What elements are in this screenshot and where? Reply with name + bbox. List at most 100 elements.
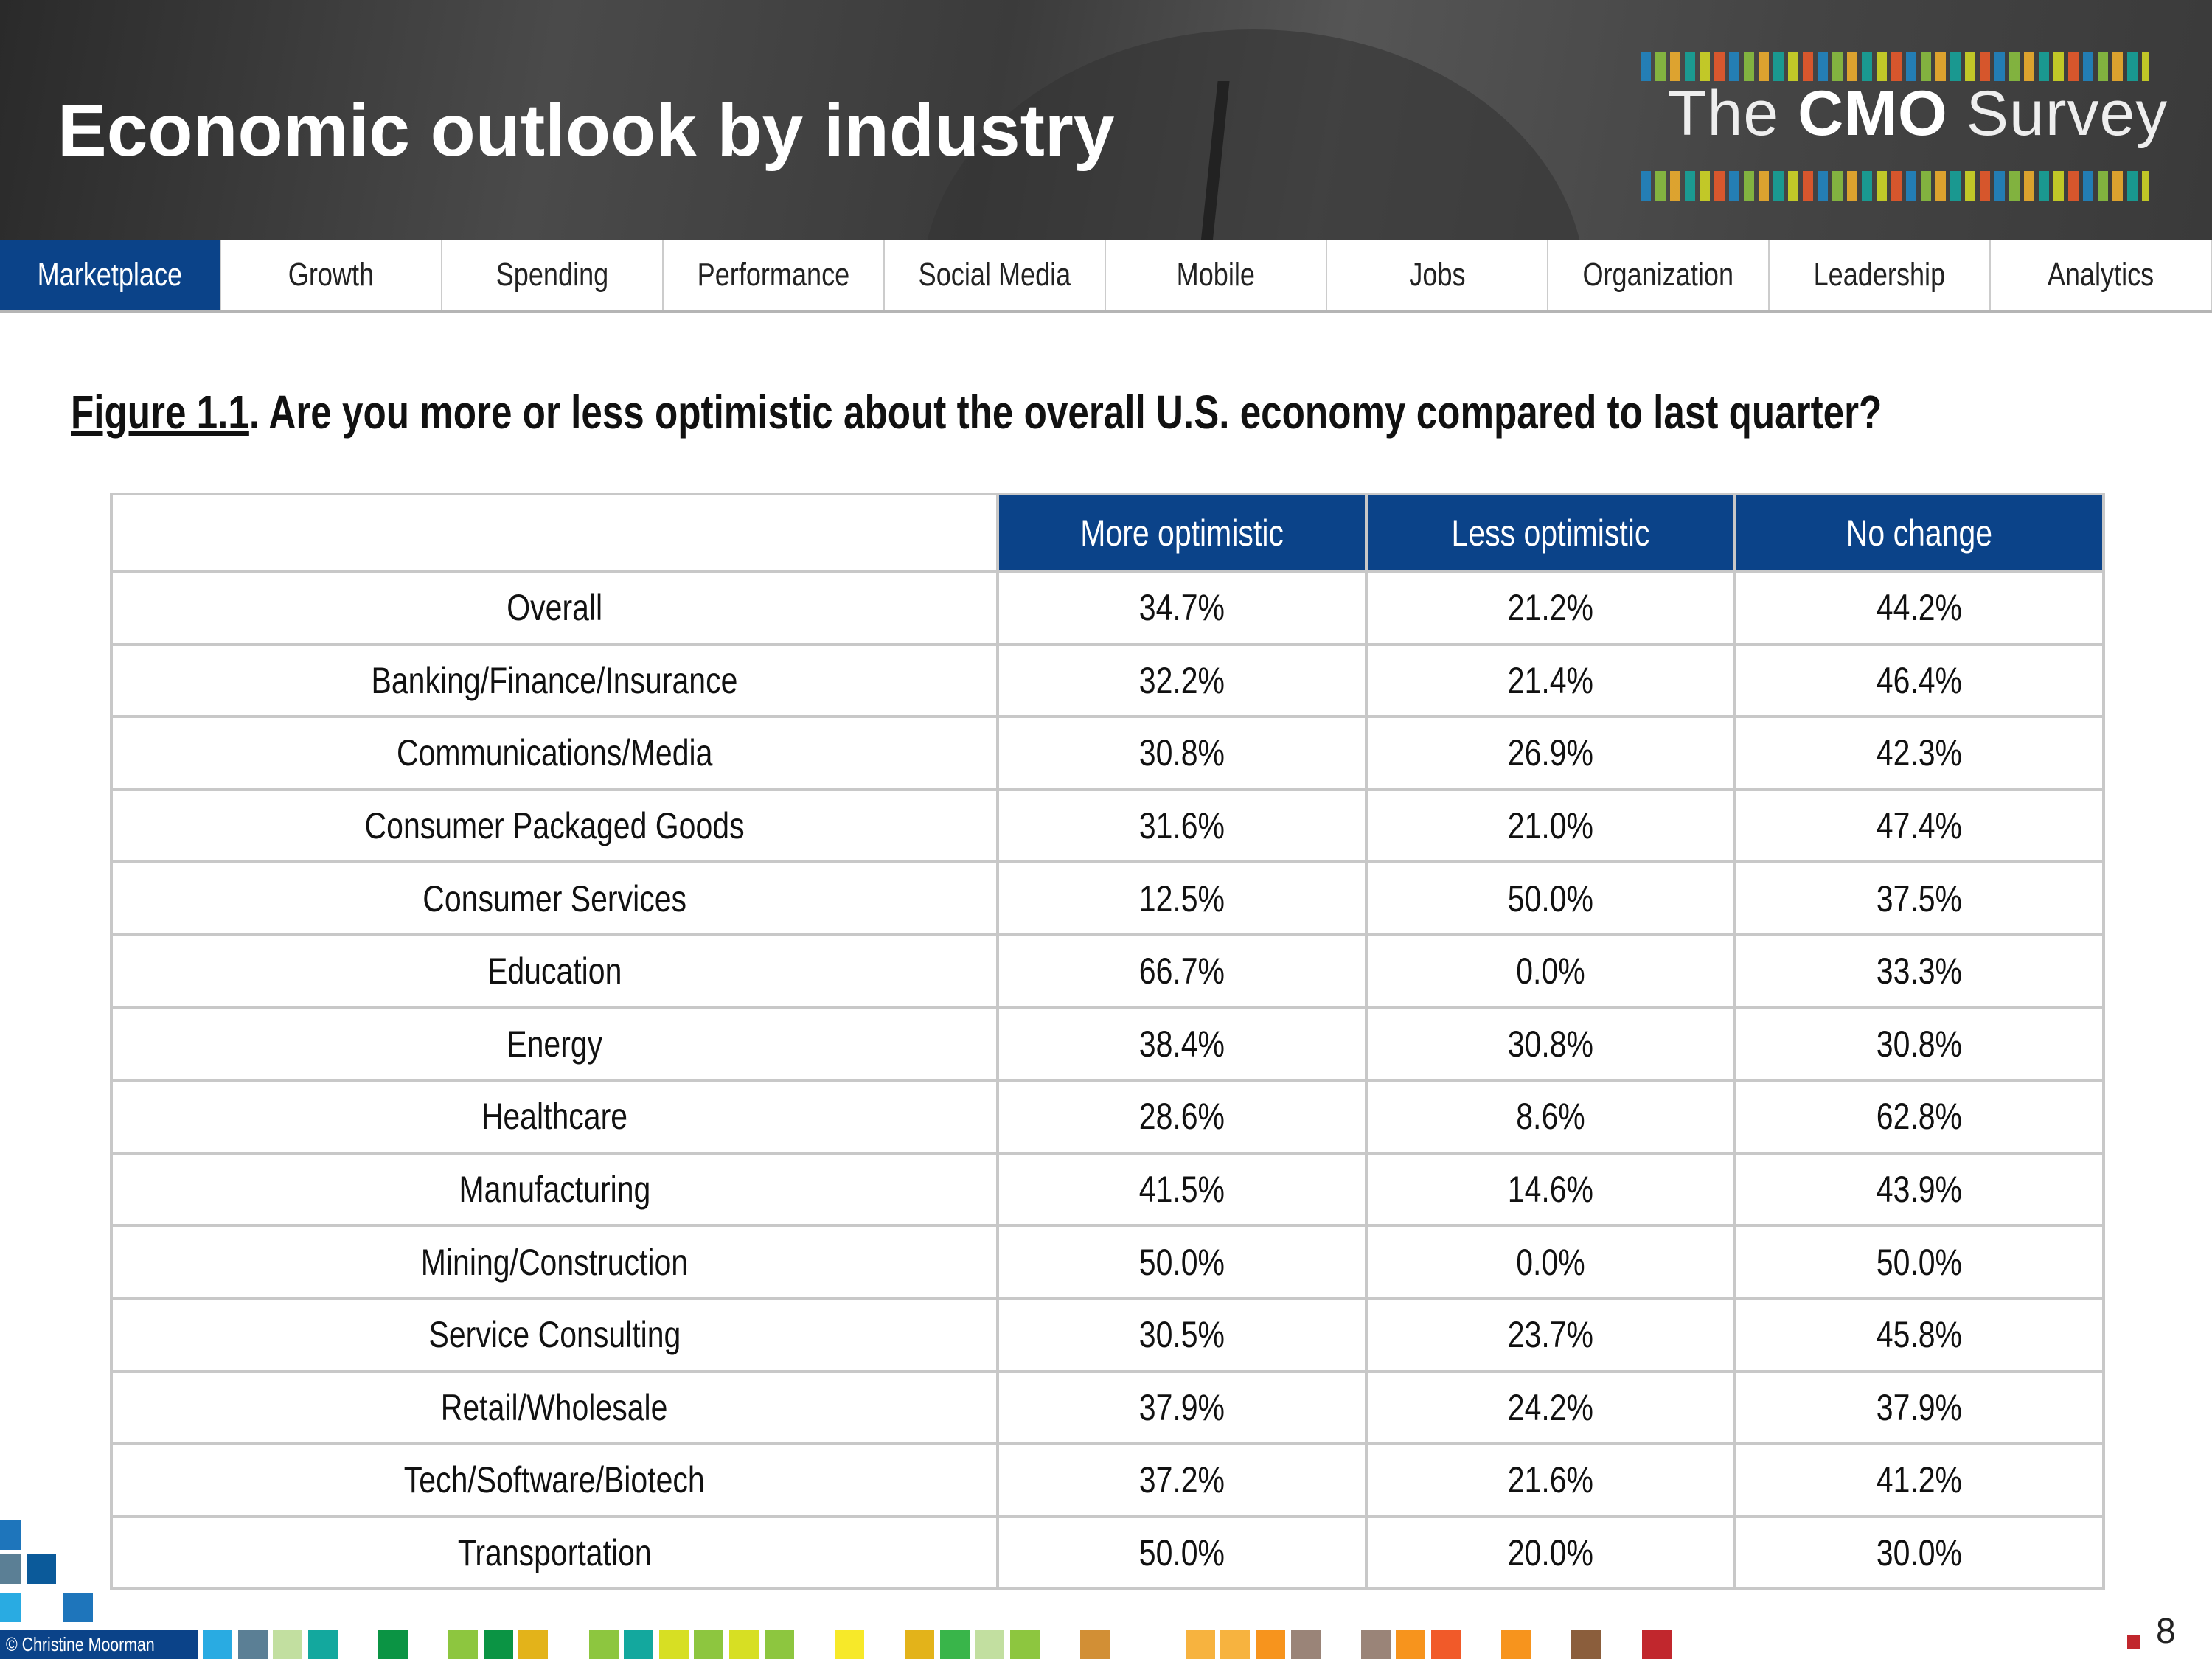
table-row: Retail/Wholesale 37.9% 24.2% 37.9% [110, 1369, 2105, 1446]
tab-label: Social Media [918, 257, 1071, 293]
tab-label: Marketplace [37, 257, 183, 293]
tab-label: Organization [1582, 257, 1734, 293]
value-cell: 37.2% [996, 1442, 1368, 1518]
table-row: Banking/Finance/Insurance 32.2% 21.4% 46.4% [110, 642, 2105, 719]
color-block [1220, 1630, 1251, 1659]
table-row: Service Consulting 30.5% 23.7% 45.8% [110, 1296, 2105, 1373]
color-block [483, 1630, 513, 1659]
tab-growth[interactable]: Growth [221, 240, 442, 310]
value-cell: 30.5% [996, 1296, 1368, 1373]
value-cell: 43.9% [1733, 1151, 2105, 1228]
value-cell: 50.0% [996, 1224, 1368, 1300]
table-row: Overall 34.7% 21.2% 44.2% [110, 570, 2105, 646]
publisher-logo [2127, 1635, 2140, 1649]
color-block [729, 1630, 759, 1659]
tab-jobs[interactable]: Jobs [1327, 240, 1548, 310]
value-cell: 21.0% [1365, 787, 1736, 864]
logo-pixels-bottom [1641, 171, 2149, 201]
value-cell: 31.6% [996, 787, 1368, 864]
table-row: Energy 38.4% 30.8% 30.8% [110, 1006, 2105, 1082]
color-block [1571, 1630, 1601, 1659]
decorative-square [0, 1520, 21, 1550]
value-cell: 41.5% [996, 1151, 1368, 1228]
color-block [448, 1630, 479, 1659]
industry-cell: Transportation [110, 1514, 999, 1591]
header-blank [110, 493, 999, 573]
tab-analytics[interactable]: Analytics [1991, 240, 2212, 310]
value-cell: 21.2% [1365, 570, 1736, 646]
color-block [1431, 1630, 1461, 1659]
cmo-survey-logo: The CMO Survey [1668, 78, 2168, 149]
value-cell: 38.4% [996, 1006, 1368, 1082]
value-cell: 50.0% [996, 1514, 1368, 1591]
color-block [834, 1630, 864, 1659]
color-block [1501, 1630, 1531, 1659]
table-row: Healthcare 28.6% 8.6% 62.8% [110, 1079, 2105, 1155]
color-block [518, 1630, 549, 1659]
industry-cell: Consumer Packaged Goods [110, 787, 999, 864]
industry-cell: Overall [110, 570, 999, 646]
color-block [1396, 1630, 1426, 1659]
tab-mobile[interactable]: Mobile [1106, 240, 1327, 310]
tab-social-media[interactable]: Social Media [885, 240, 1106, 310]
industry-cell: Tech/Software/Biotech [110, 1442, 999, 1518]
copyright: © Christine Moorman [0, 1630, 198, 1659]
color-block [307, 1630, 338, 1659]
color-block [624, 1630, 654, 1659]
value-cell: 24.2% [1365, 1369, 1736, 1446]
value-cell: 47.4% [1733, 787, 2105, 864]
industry-cell: Manufacturing [110, 1151, 999, 1228]
table-row: Education 66.7% 0.0% 33.3% [110, 933, 2105, 1009]
figure-title: Figure 1.1. Are you more or less optimis… [71, 386, 1882, 439]
color-block [658, 1630, 689, 1659]
color-block [1360, 1630, 1391, 1659]
industry-cell: Mining/Construction [110, 1224, 999, 1300]
value-cell: 62.8% [1733, 1079, 2105, 1155]
tab-spending[interactable]: Spending [442, 240, 664, 310]
column-header: No change [1733, 493, 2105, 573]
tab-label: Spending [495, 257, 609, 293]
color-block [939, 1630, 970, 1659]
color-block [1641, 1630, 1672, 1659]
value-cell: 50.0% [1365, 860, 1736, 936]
value-cell: 46.4% [1733, 642, 2105, 719]
tab-label: Performance [697, 257, 850, 293]
tab-organization[interactable]: Organization [1548, 240, 1770, 310]
color-block [764, 1630, 794, 1659]
value-cell: 21.4% [1365, 642, 1736, 719]
value-cell: 30.0% [1733, 1514, 2105, 1591]
page-title: Economic outlook by industry [58, 89, 1115, 172]
data-table: More optimistic Less optimistic No chang… [110, 493, 2105, 1591]
value-cell: 14.6% [1365, 1151, 1736, 1228]
decorative-square [63, 1593, 93, 1622]
value-cell: 0.0% [1365, 1224, 1736, 1300]
value-cell: 34.7% [996, 570, 1368, 646]
industry-cell: Healthcare [110, 1079, 999, 1155]
tab-label: Jobs [1408, 257, 1466, 293]
value-cell: 0.0% [1365, 933, 1736, 1009]
value-cell: 41.2% [1733, 1442, 2105, 1518]
color-block [905, 1630, 934, 1659]
color-block [588, 1630, 619, 1659]
color-block [1256, 1630, 1285, 1659]
tab-marketplace[interactable]: Marketplace [0, 240, 221, 310]
color-block [975, 1630, 1005, 1659]
tab-leadership[interactable]: Leadership [1770, 240, 1991, 310]
tab-performance[interactable]: Performance [664, 240, 885, 310]
decorative-square [27, 1554, 56, 1584]
value-cell: 50.0% [1733, 1224, 2105, 1300]
value-cell: 26.9% [1365, 715, 1736, 791]
industry-cell: Banking/Finance/Insurance [110, 642, 999, 719]
table-row: Communications/Media 30.8% 26.9% 42.3% [110, 715, 2105, 791]
color-block [203, 1630, 232, 1659]
value-cell: 37.9% [1733, 1369, 2105, 1446]
table-row: Tech/Software/Biotech 37.2% 21.6% 41.2% [110, 1442, 2105, 1518]
table-row: Manufacturing 41.5% 14.6% 43.9% [110, 1151, 2105, 1228]
decorative-square [0, 1554, 21, 1584]
value-cell: 42.3% [1733, 715, 2105, 791]
column-header: Less optimistic [1365, 493, 1736, 573]
value-cell: 23.7% [1365, 1296, 1736, 1373]
value-cell: 28.6% [996, 1079, 1368, 1155]
value-cell: 37.9% [996, 1369, 1368, 1446]
value-cell: 21.6% [1365, 1442, 1736, 1518]
